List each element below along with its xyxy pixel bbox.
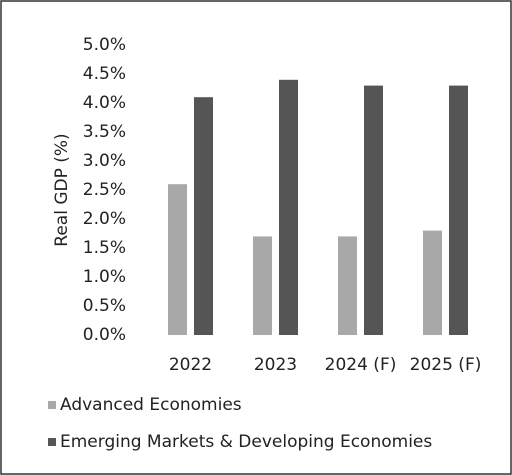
legend-swatch [48,401,56,409]
legend-label: Emerging Markets & Developing Economies [60,432,432,452]
x-tick-label: 2022 [169,355,212,375]
bar [253,236,272,335]
legend-label: Advanced Economies [60,395,242,415]
bar [449,85,468,335]
y-tick-label: 4.0% [83,93,126,113]
y-tick-label: 1.5% [83,238,126,258]
x-tick-label: 2025 (F) [410,355,482,375]
bar [338,236,357,335]
y-tick-label: 2.0% [83,209,126,229]
bar [168,184,187,335]
y-tick-label: 0.0% [83,325,126,345]
y-tick-label: 3.5% [83,122,126,142]
legend-swatch [48,438,56,446]
bar [279,79,298,335]
y-tick-label: 5.0% [83,35,126,55]
x-tick-label: 2023 [254,355,297,375]
bar [423,230,442,335]
x-tick-label: 2024 (F) [325,355,397,375]
y-tick-label: 1.0% [83,267,126,287]
y-axis-label: Real GDP (%) [52,133,72,246]
y-tick-label: 4.5% [83,64,126,84]
bar [364,85,383,335]
y-tick-label: 3.0% [83,151,126,171]
y-tick-label: 0.5% [83,296,126,316]
bar [194,97,213,335]
y-tick-label: 2.5% [83,180,126,200]
